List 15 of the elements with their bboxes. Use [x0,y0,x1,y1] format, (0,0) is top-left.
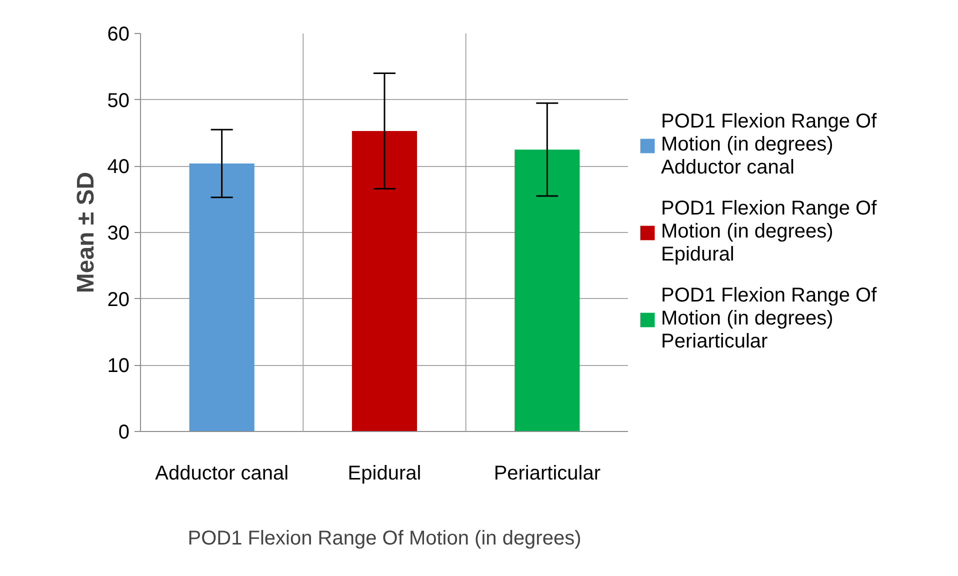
x-tick-label: Periarticular [494,462,601,484]
x-tick-label: Epidural [348,462,422,484]
y-tick-label: 30 [107,222,130,244]
y-tick-label: 50 [107,90,130,112]
y-axis-title: Mean ± SD [72,172,100,294]
y-tick-label: 20 [107,288,130,311]
y-tick-label: 40 [107,156,130,178]
legend-label: POD1 Flexion Range Of Motion (in degrees) Periarticular [661,284,877,354]
x-axis-title: POD1 Flexion Range Of Motion (in degrees) [188,528,582,550]
legend-label: POD1 Flexion Range Of Motion (in degrees) Epidural [661,198,877,266]
x-tick-label: Adductor canal [155,462,289,484]
y-tick-label: 10 [107,355,130,378]
y-tick-label: 0 [118,422,130,444]
legend-label: POD1 Flexion Range Of Motion (in degrees) Adductor canal [661,110,877,180]
y-tick-label: 60 [107,24,130,46]
